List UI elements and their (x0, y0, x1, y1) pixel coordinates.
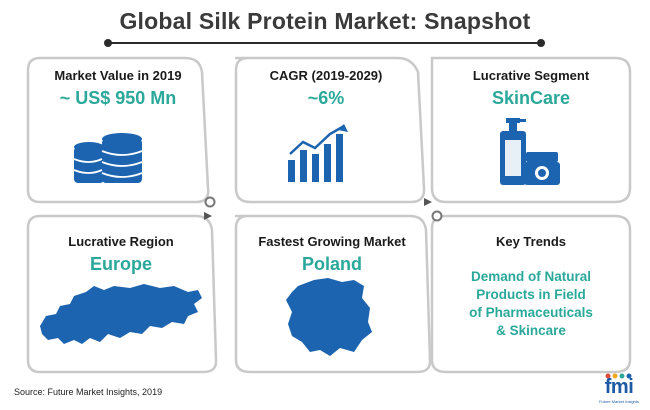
market-value-value: ~ US$ 950 Mn (59, 88, 177, 108)
key-trends-card: Key Trends Demand of Natural Products in… (432, 234, 630, 340)
poland-map-icon (286, 278, 372, 356)
lucrative-region-value: Europe (89, 254, 152, 274)
logo-dots-icon (605, 373, 632, 379)
page-title: Global Silk Protein Market: Snapshot (119, 8, 531, 34)
lucrative-segment-card: Lucrative Segment SkinCare (432, 68, 630, 109)
growth-chart-icon (288, 124, 348, 182)
europe-map-icon (40, 284, 202, 344)
fastest-growing-label: Fastest Growing Market (258, 234, 406, 249)
key-trends-text: Demand of Natural Products in Field of P… (432, 268, 630, 340)
key-trends-label: Key Trends (495, 234, 567, 249)
key-trend-line: of Pharmaceuticals (469, 305, 593, 320)
key-trend-line: Products in Field (476, 287, 586, 302)
cagr-card: CAGR (2019-2029) ~6% (236, 68, 416, 109)
skincare-bottles-icon (500, 118, 560, 185)
cagr-value: ~6% (307, 88, 345, 108)
cagr-label: CAGR (2019-2029) (269, 68, 383, 83)
divider-dot-left (104, 39, 112, 47)
fastest-growing-value: Poland (301, 254, 362, 274)
lucrative-region-card: Lucrative Region Europe (28, 234, 214, 275)
lucrative-segment-value: SkinCare (491, 88, 571, 108)
title-divider (108, 42, 540, 44)
lucrative-segment-label: Lucrative Segment (472, 68, 590, 83)
source-note: Source: Future Market Insights, 2019 (14, 387, 163, 397)
lucrative-region-label: Lucrative Region (68, 234, 174, 249)
key-trend-line: & Skincare (496, 323, 566, 338)
market-value-label: Market Value in 2019 (54, 68, 182, 83)
logo-subtext: Future Market Insights (599, 399, 639, 404)
fmi-logo: fmi Future Market Insights (596, 372, 642, 406)
key-trend-line: Demand of Natural (470, 269, 592, 284)
market-value-card: Market Value in 2019 ~ US$ 950 Mn (28, 68, 208, 109)
logo-text: fmi (604, 376, 634, 398)
divider-dot-right (537, 39, 545, 47)
fastest-growing-card: Fastest Growing Market Poland (236, 234, 428, 275)
database-icon (74, 133, 143, 183)
